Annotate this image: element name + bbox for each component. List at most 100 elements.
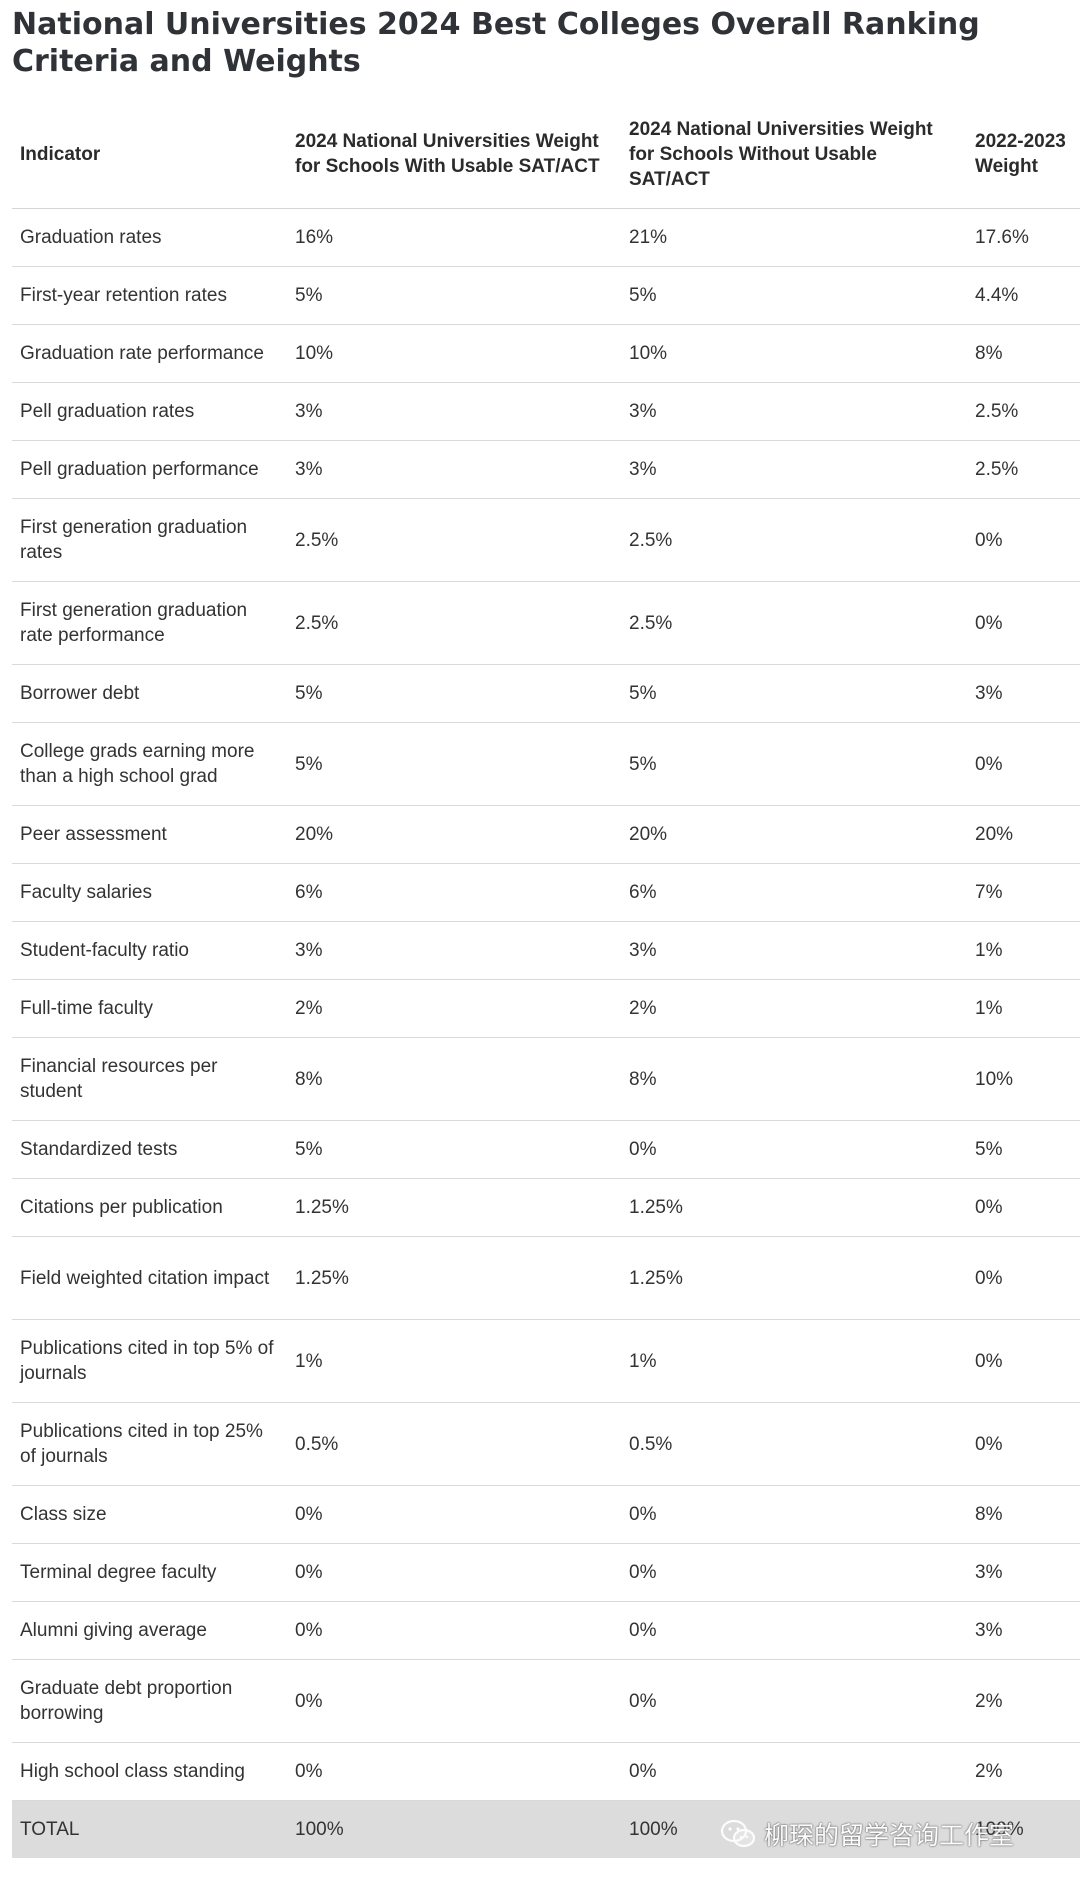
cell-weight-2022-2023: 8% xyxy=(967,1485,1080,1544)
cell-weight-without-sat-act: 1.25% xyxy=(621,1178,967,1237)
cell-weight-2022-2023: 5% xyxy=(967,1120,1080,1179)
cell-weight-without-sat-act: 5% xyxy=(621,266,967,325)
cell-indicator: Terminal degree faculty xyxy=(12,1543,287,1602)
cell-indicator: High school class standing xyxy=(12,1742,287,1801)
cell-weight-2022-2023: 1% xyxy=(967,979,1080,1038)
cell-weight-without-sat-act: 0% xyxy=(621,1659,967,1743)
table-row: Citations per publication 1.25% 1.25% 0% xyxy=(12,1178,1080,1237)
cell-indicator: Alumni giving average xyxy=(12,1601,287,1660)
cell-weight-2022-2023: 0% xyxy=(967,722,1080,806)
cell-weight-without-sat-act: 20% xyxy=(621,805,967,864)
cell-weight-with-sat-act: 10% xyxy=(287,324,621,383)
cell-weight-without-sat-act: 0.5% xyxy=(621,1402,967,1486)
cell-weight-without-sat-act: 2.5% xyxy=(621,498,967,582)
total-row: TOTAL 100% 100% 100% xyxy=(12,1800,1080,1858)
cell-indicator: Publications cited in top 25% of journal… xyxy=(12,1402,287,1486)
table-row: Publications cited in top 25% of journal… xyxy=(12,1402,1080,1486)
cell-weight-with-sat-act: 3% xyxy=(287,921,621,980)
cell-weight-without-sat-act: 5% xyxy=(621,722,967,806)
cell-weight-with-sat-act: 2% xyxy=(287,979,621,1038)
cell-indicator: College grads earning more than a high s… xyxy=(12,722,287,806)
cell-indicator: Publications cited in top 5% of journals xyxy=(12,1319,287,1403)
table-row: Faculty salaries 6% 6% 7% xyxy=(12,863,1080,922)
cell-weight-with-sat-act: 2.5% xyxy=(287,581,621,665)
cell-weight-with-sat-act: 3% xyxy=(287,440,621,499)
watermark: 柳琛的留学咨询工作室 xyxy=(720,1814,1014,1854)
cell-weight-2022-2023: 0% xyxy=(967,1319,1080,1403)
cell-weight-2022-2023: 10% xyxy=(967,1037,1080,1121)
cell-weight-2022-2023: 20% xyxy=(967,805,1080,864)
cell-weight-with-sat-act: 20% xyxy=(287,805,621,864)
table-row: Financial resources per student 8% 8% 10% xyxy=(12,1037,1080,1121)
header-weight-without-sat-act: 2024 National Universities Weight for Sc… xyxy=(621,100,967,209)
cell-indicator: Graduation rate performance xyxy=(12,324,287,383)
cell-indicator: Class size xyxy=(12,1485,287,1544)
table-row: Alumni giving average 0% 0% 3% xyxy=(12,1601,1080,1660)
cell-weight-2022-2023: 3% xyxy=(967,1601,1080,1660)
cell-weight-2022-2023: 2.5% xyxy=(967,440,1080,499)
header-weight-2022-2023: 2022-2023 Weight xyxy=(967,100,1080,209)
cell-weight-with-sat-act: 5% xyxy=(287,664,621,723)
cell-indicator: First generation graduation rates xyxy=(12,498,287,582)
cell-weight-with-sat-act: 0% xyxy=(287,1543,621,1602)
cell-weight-2022-2023: 0% xyxy=(967,581,1080,665)
cell-weight-with-sat-act: 5% xyxy=(287,266,621,325)
cell-weight-without-sat-act: 2.5% xyxy=(621,581,967,665)
cell-indicator: Student-faculty ratio xyxy=(12,921,287,980)
cell-weight-with-sat-act: 0% xyxy=(287,1601,621,1660)
cell-indicator: Field weighted citation impact xyxy=(12,1236,287,1320)
cell-weight-2022-2023: 0% xyxy=(967,498,1080,582)
table-row: Graduation rates 16% 21% 17.6% xyxy=(12,208,1080,267)
cell-weight-with-sat-act: 0% xyxy=(287,1659,621,1743)
cell-weight-2022-2023: 2% xyxy=(967,1659,1080,1743)
cell-weight-without-sat-act: 10% xyxy=(621,324,967,383)
table-row: Student-faculty ratio 3% 3% 1% xyxy=(12,921,1080,980)
table-row: First-year retention rates 5% 5% 4.4% xyxy=(12,266,1080,325)
cell-weight-with-sat-act: 0% xyxy=(287,1485,621,1544)
cell-weight-without-sat-act: 2% xyxy=(621,979,967,1038)
cell-weight-2022-2023: 0% xyxy=(967,1236,1080,1320)
cell-indicator: Borrower debt xyxy=(12,664,287,723)
cell-weight-without-sat-act: 1% xyxy=(621,1319,967,1403)
cell-indicator: Faculty salaries xyxy=(12,863,287,922)
cell-weight-2022-2023: 3% xyxy=(967,1543,1080,1602)
cell-weight-without-sat-act: 0% xyxy=(621,1485,967,1544)
cell-weight-2022-2023: 0% xyxy=(967,1178,1080,1237)
cell-weight-2022-2023: 4.4% xyxy=(967,266,1080,325)
wechat-icon xyxy=(720,1819,756,1848)
cell-indicator: Peer assessment xyxy=(12,805,287,864)
cell-indicator: Pell graduation rates xyxy=(12,382,287,441)
cell-indicator: Standardized tests xyxy=(12,1120,287,1179)
cell-weight-with-sat-act: 6% xyxy=(287,863,621,922)
table-row: Pell graduation performance 3% 3% 2.5% xyxy=(12,440,1080,499)
table-row: Graduate debt proportion borrowing 0% 0% 2% xyxy=(12,1659,1080,1743)
cell-indicator: First-year retention rates xyxy=(12,266,287,325)
cell-weight-without-sat-act: 8% xyxy=(621,1037,967,1121)
cell-indicator: Financial resources per student xyxy=(12,1037,287,1121)
cell-weight-without-sat-act: 0% xyxy=(621,1742,967,1801)
table-row: College grads earning more than a high s… xyxy=(12,722,1080,806)
cell-indicator: Graduation rates xyxy=(12,208,287,267)
cell-weight-without-sat-act: 1.25% xyxy=(621,1236,967,1320)
cell-weight-without-sat-act: 3% xyxy=(621,440,967,499)
cell-weight-with-sat-act: 3% xyxy=(287,382,621,441)
table-row: Pell graduation rates 3% 3% 2.5% xyxy=(12,382,1080,441)
total-weight-with-sat-act: 100% xyxy=(287,1800,621,1858)
cell-weight-without-sat-act: 3% xyxy=(621,921,967,980)
cell-weight-with-sat-act: 0% xyxy=(287,1742,621,1801)
cell-weight-with-sat-act: 1.25% xyxy=(287,1178,621,1237)
cell-weight-2022-2023: 8% xyxy=(967,324,1080,383)
cell-weight-2022-2023: 2.5% xyxy=(967,382,1080,441)
cell-weight-without-sat-act: 0% xyxy=(621,1120,967,1179)
cell-weight-2022-2023: 1% xyxy=(967,921,1080,980)
cell-weight-2022-2023: 0% xyxy=(967,1402,1080,1486)
cell-weight-2022-2023: 7% xyxy=(967,863,1080,922)
header-indicator: Indicator xyxy=(12,100,287,209)
cell-indicator: Citations per publication xyxy=(12,1178,287,1237)
cell-weight-without-sat-act: 0% xyxy=(621,1601,967,1660)
watermark-text: 柳琛的留学咨询工作室 xyxy=(764,1821,1015,1850)
cell-weight-with-sat-act: 2.5% xyxy=(287,498,621,582)
cell-weight-with-sat-act: 1% xyxy=(287,1319,621,1403)
cell-weight-2022-2023: 17.6% xyxy=(967,208,1080,267)
